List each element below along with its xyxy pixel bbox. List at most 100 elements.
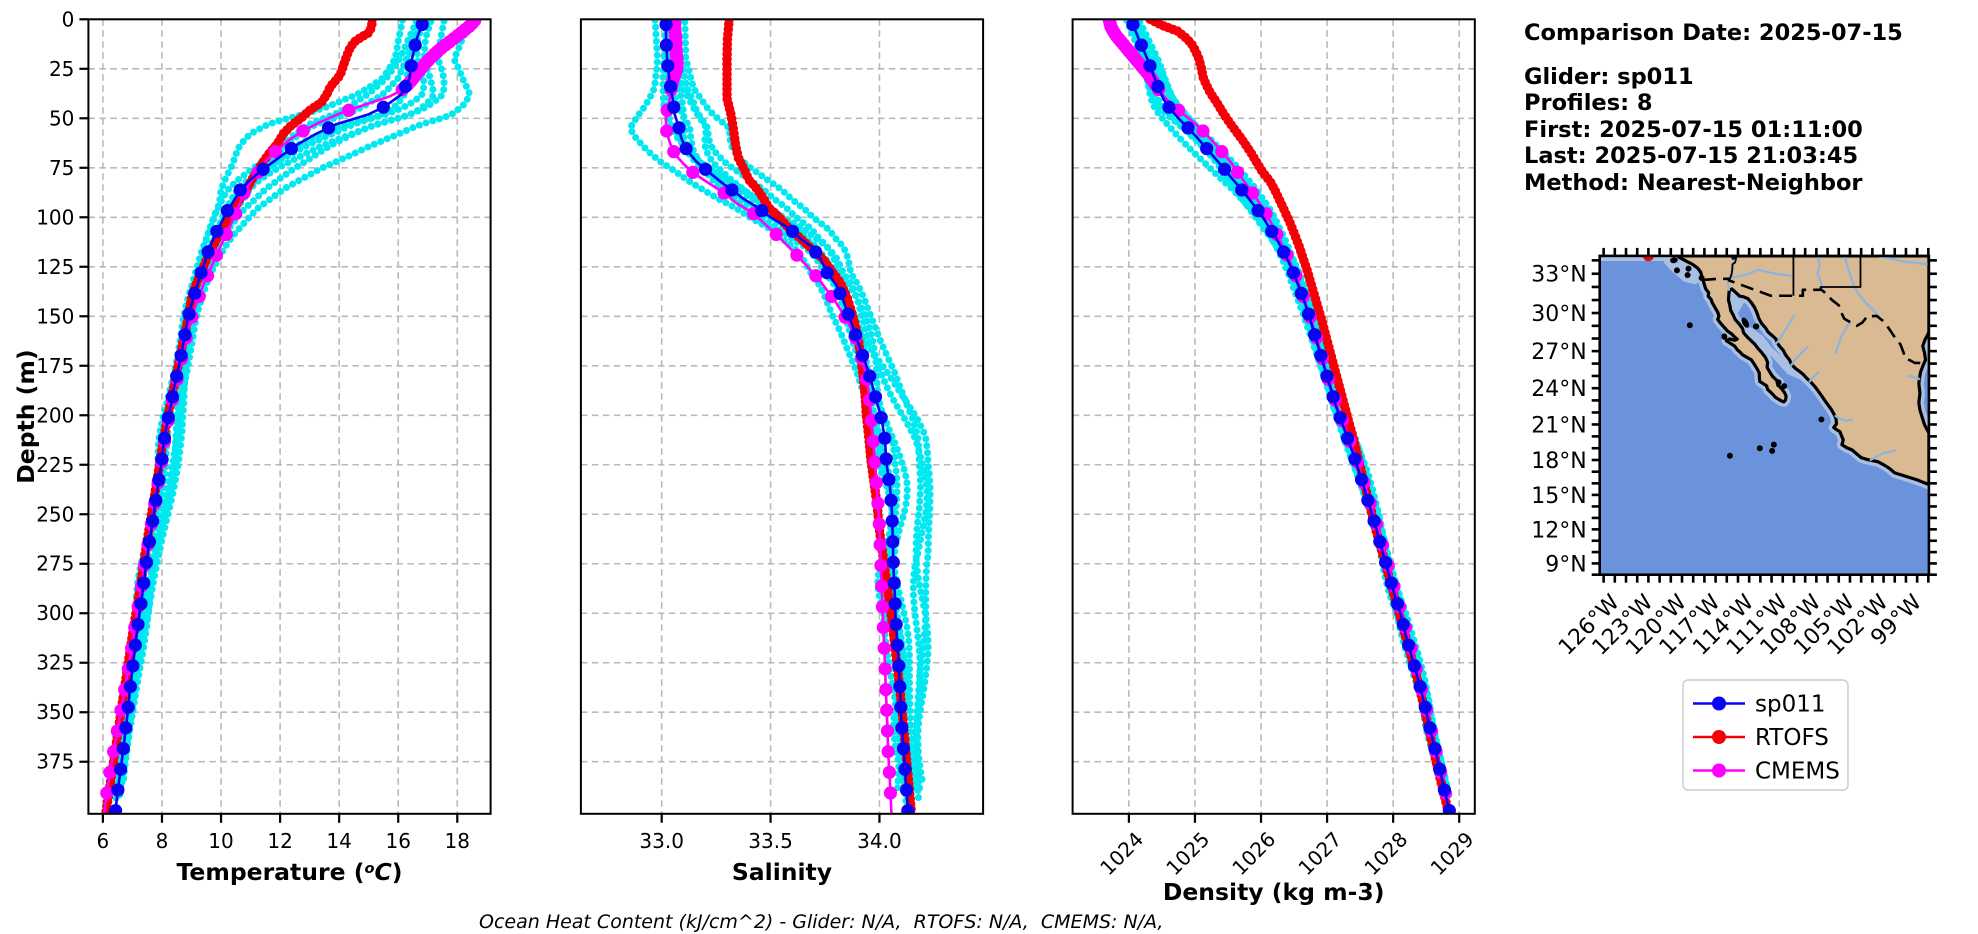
sp011-marker [885, 514, 899, 528]
cmems-marker [872, 517, 886, 531]
map-lat-label: 21°N [1531, 413, 1586, 438]
sp011-marker [884, 493, 898, 507]
sp011-marker [886, 535, 900, 549]
y-tick-label: 125 [36, 255, 74, 279]
sp011-marker [725, 183, 739, 197]
map-river [1843, 255, 1880, 317]
sp011-marker [1162, 100, 1176, 114]
sp011-marker [874, 410, 888, 425]
sp011-marker [201, 245, 215, 259]
sp011-marker [1294, 286, 1308, 301]
sp011-marker [114, 762, 128, 776]
map-river [1816, 255, 1823, 291]
sp011-marker [698, 162, 713, 176]
sp011-marker [863, 369, 877, 383]
map-river [1876, 255, 1929, 266]
x-tick-label: 1026 [1227, 827, 1280, 880]
method-text: Method: Nearest-Neighbor [1524, 169, 1863, 196]
y-tick-label: 250 [36, 502, 74, 526]
sp011-marker [1354, 473, 1369, 487]
cmems-marker [296, 124, 310, 138]
map-river [1729, 268, 1792, 279]
sp011-marker [146, 514, 160, 528]
sp011-marker [111, 783, 125, 797]
cmems-marker [342, 103, 356, 117]
sp011-marker [1384, 576, 1398, 590]
sp011-marker [1413, 679, 1427, 694]
sp011-marker [661, 59, 675, 73]
sp011-marker [152, 473, 166, 487]
y-tick-label: 50 [49, 106, 74, 130]
map-river [1869, 449, 1896, 462]
map-country-border [1702, 277, 1928, 367]
cmems-marker [873, 538, 887, 552]
sp011-marker [1373, 535, 1387, 549]
axes-frame [579, 18, 985, 815]
y-tick-label: 175 [36, 354, 74, 378]
sp011-marker [1308, 328, 1322, 342]
sp011-marker [233, 183, 247, 197]
glider-raw-dots [119, 19, 474, 787]
legend-item-rtofs: RTOFS [1693, 725, 1829, 751]
sp011-marker [667, 100, 681, 114]
sp011-marker [1396, 617, 1410, 632]
sp011-marker [194, 266, 208, 280]
glider-raw-dots [1136, 19, 1451, 787]
cmems-marker [1215, 145, 1229, 159]
sp011-marker [848, 328, 863, 342]
sp011-marker [131, 617, 145, 632]
sp011-marker [376, 100, 390, 114]
x-tick-label: 18 [445, 829, 470, 853]
x-tick-label: 34.0 [857, 829, 902, 853]
sp011-marker [1251, 204, 1265, 218]
sp011-marker [1265, 224, 1279, 238]
y-tick-label: 100 [36, 205, 74, 229]
sp011-marker [149, 493, 163, 507]
y-tick-label: 350 [36, 700, 74, 724]
panel-curves [1102, 19, 1456, 814]
cmems-marker [103, 765, 117, 779]
panel-2: 33.0 33.5 34.0 Salinity [579, 18, 985, 886]
sp011-marker [1428, 741, 1442, 756]
map-lat-label: 12°N [1531, 518, 1586, 543]
legend-label: sp011 [1755, 692, 1825, 718]
sp011-marker [672, 121, 686, 135]
y-tick-label: 0 [62, 7, 75, 31]
sp011-marker [679, 141, 693, 156]
sp011-marker [1134, 38, 1149, 52]
y-tick-label: 275 [36, 552, 74, 576]
map-island [1670, 257, 1678, 264]
rtofs-line-dots [722, 19, 917, 814]
sp011-marker [1200, 141, 1214, 156]
map: 33°N30°N27°N24°N21°N18°N15°N12°N9°N126°W… [1531, 247, 1937, 661]
sp011-marker [785, 224, 800, 238]
sp011-marker [879, 452, 893, 466]
cmems-marker [883, 786, 898, 800]
map-lat-label: 24°N [1531, 377, 1586, 402]
profiles-count-text: Profiles: 8 [1524, 90, 1653, 117]
cmems-marker [1231, 165, 1245, 179]
last-profile-time-text: Last: 2025-07-15 21:03:45 [1524, 143, 1859, 170]
sp011-marker [1418, 700, 1432, 714]
map-state-border [1728, 255, 1738, 281]
sp011-marker [1143, 59, 1157, 73]
cmems-marker [880, 703, 894, 717]
sp011-marker [404, 59, 418, 73]
sp011-marker [833, 286, 847, 301]
map-lat-label: 30°N [1531, 302, 1586, 327]
sp011-marker [415, 19, 429, 32]
cmems-marker [868, 455, 882, 469]
cmems-marker [881, 745, 895, 759]
sp011-marker [1151, 79, 1165, 94]
sp011-marker [1301, 307, 1316, 321]
map-island [1756, 445, 1763, 452]
sp011-marker [157, 431, 172, 445]
map-lat-label: 9°N [1545, 552, 1586, 577]
sp011-marker [108, 804, 123, 814]
sp011-marker [1390, 597, 1405, 611]
sp011-marker [895, 721, 909, 735]
sp011-marker [896, 741, 911, 756]
sp011-marker [220, 204, 234, 218]
